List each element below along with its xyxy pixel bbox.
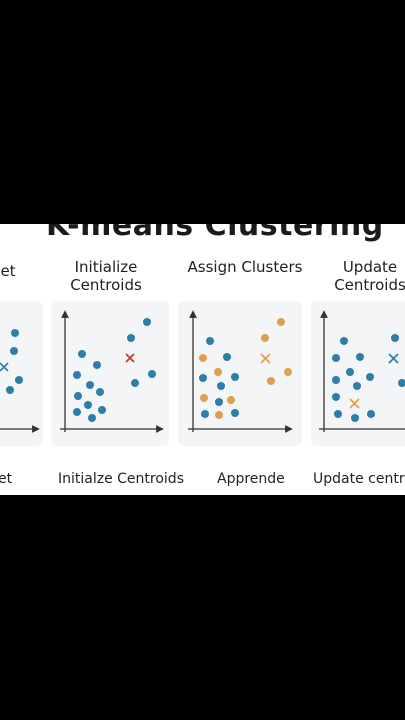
data-point: [148, 370, 156, 378]
data-point: [78, 350, 86, 358]
step-label-assign: Assign Clusters: [180, 258, 310, 276]
data-point: [15, 376, 23, 384]
data-point: [96, 388, 104, 396]
data-point: [131, 379, 139, 387]
data-point: [332, 393, 340, 401]
data-point: [284, 368, 292, 376]
step-label-line1: Update: [342, 258, 398, 276]
data-point: [332, 354, 340, 362]
data-point: [332, 376, 340, 384]
centroid-x-icon: [349, 398, 360, 409]
data-point: [10, 347, 18, 355]
data-point: [73, 408, 81, 416]
data-point: [86, 381, 94, 389]
data-point: [98, 406, 106, 414]
step-label-initialize: Initialize Centroids: [56, 258, 156, 294]
step-label-dataset: et: [0, 262, 18, 280]
panel-dataset: [0, 301, 43, 446]
data-point: [277, 318, 285, 326]
data-point: [398, 379, 405, 387]
data-point: [73, 371, 81, 379]
panel-update: [311, 301, 405, 446]
data-point: [6, 386, 14, 394]
step-label-line2: Centroids: [70, 276, 142, 294]
axes-initialize: [60, 310, 164, 433]
step-label-line1: Initialize: [74, 258, 138, 276]
data-point: [199, 374, 207, 382]
data-point: [88, 414, 96, 422]
data-point: [340, 337, 348, 345]
data-point: [261, 334, 269, 342]
data-point: [215, 398, 223, 406]
data-point: [201, 410, 209, 418]
step-label-update: Update Centroids: [320, 258, 405, 294]
data-point: [351, 414, 359, 422]
data-point: [356, 353, 364, 361]
data-point: [200, 394, 208, 402]
data-point: [367, 410, 375, 418]
data-point: [214, 368, 222, 376]
data-point: [353, 382, 361, 390]
step-label-text: et: [0, 262, 16, 280]
data-point: [366, 373, 374, 381]
step-label-line2: Centroids: [334, 276, 405, 294]
centroid-x-icon: [388, 353, 399, 364]
points-assign: [199, 318, 292, 419]
axes-assign: [188, 310, 293, 433]
axes-update: [319, 310, 405, 432]
slide-title: K-means Clustering: [46, 224, 384, 243]
data-point: [223, 353, 231, 361]
data-point: [227, 396, 235, 404]
slide-frame: K-means Clustering et Initialize Centroi…: [0, 224, 405, 495]
step-label-text: Assign Clusters: [187, 258, 303, 276]
centroid-x-icon: [260, 353, 271, 364]
data-point: [206, 337, 214, 345]
caption-dataset: et: [0, 471, 13, 487]
caption-assign: Apprende: [217, 471, 285, 487]
centroid-x-icon: [125, 353, 135, 363]
data-point: [267, 377, 275, 385]
caption-initialize: Initialze Centroids: [58, 471, 184, 487]
caption-update: Update centro: [313, 471, 405, 487]
points-initialize: [73, 318, 156, 422]
data-point: [127, 334, 135, 342]
data-point: [391, 334, 399, 342]
data-point: [11, 329, 19, 337]
points-update: [332, 334, 405, 422]
data-point: [143, 318, 151, 326]
data-point: [334, 410, 342, 418]
data-point: [215, 411, 223, 419]
data-point: [346, 368, 354, 376]
plots-svg: [0, 310, 405, 433]
data-point: [217, 382, 225, 390]
points-dataset: [0, 329, 23, 394]
data-point: [74, 392, 82, 400]
data-point: [231, 409, 239, 417]
data-point: [93, 361, 101, 369]
data-point: [84, 401, 92, 409]
data-point: [199, 354, 207, 362]
data-point: [231, 373, 239, 381]
centroid-x-icon: [0, 362, 9, 372]
